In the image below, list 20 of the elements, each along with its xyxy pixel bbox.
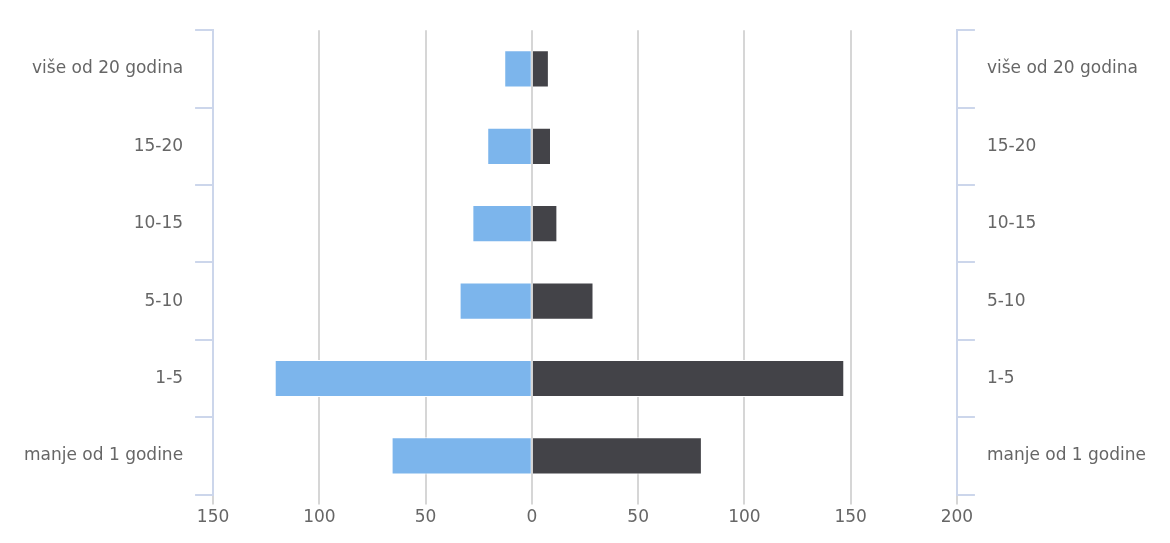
x-tick-label: 150 <box>196 506 230 527</box>
y-tick-label: 5-10 <box>144 289 184 310</box>
y-tick-label: 10-15 <box>133 212 184 233</box>
x-tick-label: 50 <box>414 506 437 527</box>
y2-tick-label: manje od 1 godine <box>986 444 1146 465</box>
x-tick-label: 100 <box>728 506 761 527</box>
y-tick-label: manje od 1 godine <box>24 444 184 465</box>
x-tick-label: 150 <box>834 506 867 527</box>
x-tick-label: 200 <box>940 506 974 527</box>
x-tick-label: 100 <box>303 506 336 527</box>
y2-tick-label: 1-5 <box>986 366 1015 387</box>
x-tick-label: 50 <box>627 506 649 527</box>
y2-tick-label: 15-20 <box>986 134 1037 155</box>
y-tick-label: 1-5 <box>155 366 184 387</box>
y2-tick-label: 10-15 <box>986 212 1037 233</box>
x-tick-label: 0 <box>526 506 538 527</box>
y-tick-label: 15-20 <box>133 134 184 155</box>
y2-tick-label: 5-10 <box>986 289 1026 310</box>
y2-tick-label: više od 20 godina <box>986 57 1138 78</box>
y-tick-label: više od 20 godina <box>32 57 184 78</box>
